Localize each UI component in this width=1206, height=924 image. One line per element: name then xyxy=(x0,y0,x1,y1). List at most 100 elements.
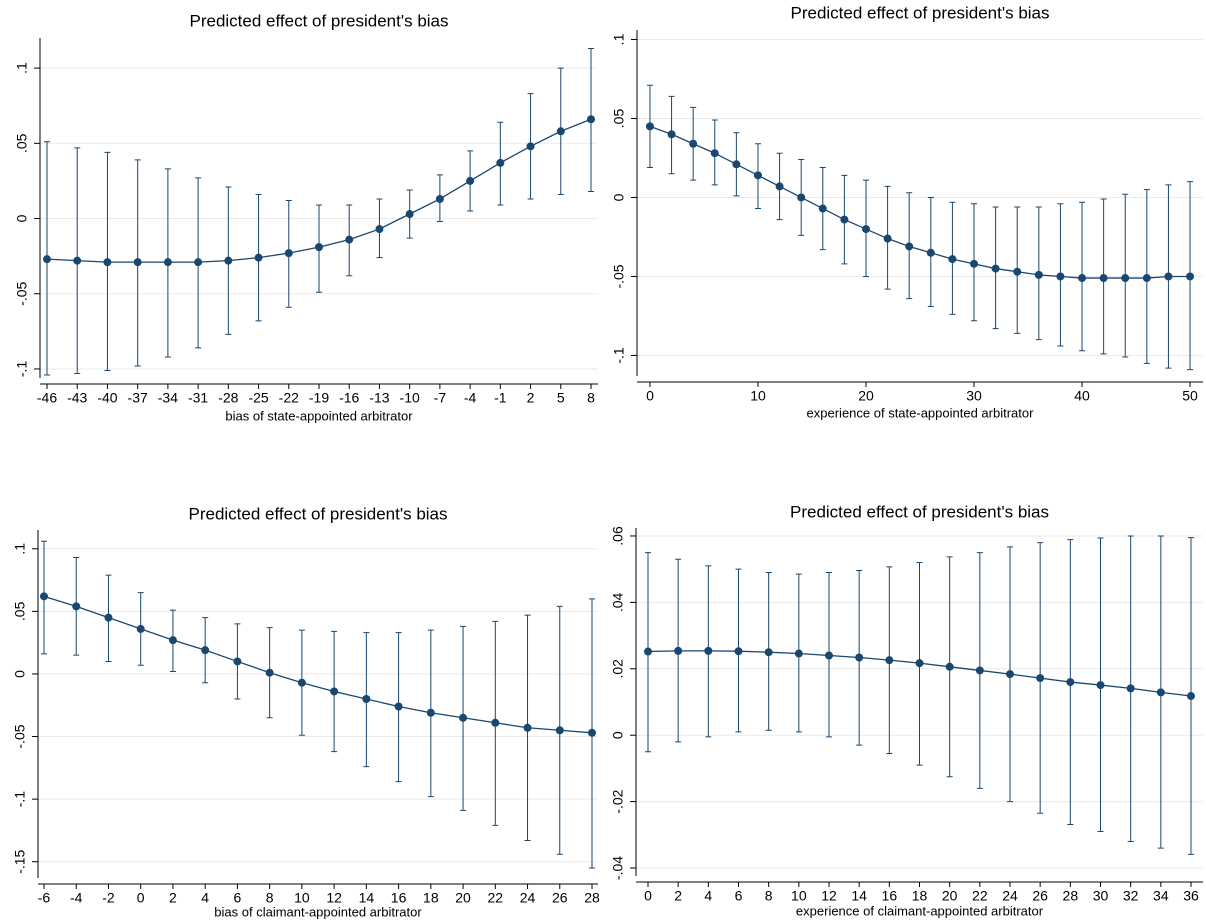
point xyxy=(194,258,203,267)
chart-title: Predicted effect of president's bias xyxy=(189,11,448,30)
y-tick-label: .05 xyxy=(12,601,28,621)
y-tick-label: -.05 xyxy=(611,264,627,288)
x-axis-title: bias of claimant-appointed arbitrator xyxy=(214,904,422,919)
point xyxy=(885,656,894,665)
x-tick-label: -2 xyxy=(102,890,115,906)
point xyxy=(375,225,384,234)
y-tick-label: .04 xyxy=(610,592,626,612)
point xyxy=(915,659,924,668)
point xyxy=(491,718,500,727)
y-tick-label: 0 xyxy=(610,731,626,739)
x-tick-label: 10 xyxy=(791,888,807,904)
point xyxy=(734,647,743,656)
x-tick-label: 18 xyxy=(423,890,439,906)
x-tick-label: -1 xyxy=(494,390,507,406)
point xyxy=(43,255,51,264)
point xyxy=(1036,674,1045,683)
point xyxy=(426,708,435,717)
point xyxy=(556,127,565,136)
x-tick-label: 32 xyxy=(1123,888,1139,904)
x-tick-label: 28 xyxy=(584,890,600,906)
point xyxy=(1078,274,1087,283)
point xyxy=(926,248,935,257)
point xyxy=(1034,270,1043,279)
point xyxy=(710,149,719,158)
point xyxy=(1186,272,1195,281)
y-tick-label: -.05 xyxy=(12,724,28,748)
point xyxy=(163,258,172,267)
point xyxy=(861,225,870,234)
point xyxy=(840,215,849,224)
y-tick-label: .05 xyxy=(611,109,627,129)
x-tick-label: 6 xyxy=(234,890,242,906)
point xyxy=(825,651,833,660)
point xyxy=(555,726,564,735)
point xyxy=(254,253,263,262)
x-tick-label: 2 xyxy=(527,390,535,406)
x-tick-label: -43 xyxy=(67,390,87,406)
point xyxy=(72,602,81,611)
point xyxy=(330,687,339,696)
x-tick-label: -7 xyxy=(434,390,447,406)
x-tick-label: 6 xyxy=(735,888,743,904)
line xyxy=(43,595,593,734)
x-tick-label: -13 xyxy=(369,390,389,406)
point xyxy=(168,636,177,645)
point xyxy=(945,662,954,671)
y-tick-label: .02 xyxy=(610,659,626,679)
point xyxy=(645,122,654,131)
point xyxy=(1126,684,1135,693)
point xyxy=(1142,274,1151,283)
point xyxy=(732,160,741,169)
y-tick-label: .1 xyxy=(12,543,28,555)
point xyxy=(689,139,698,148)
x-tick-label: 2 xyxy=(169,890,177,906)
x-tick-label: -4 xyxy=(464,390,477,406)
x-tick-label: 2 xyxy=(674,888,682,904)
point xyxy=(73,256,82,265)
x-tick-label: 10 xyxy=(294,890,310,906)
x-tick-label: 26 xyxy=(552,890,568,906)
point xyxy=(855,653,864,662)
x-tick-label: 12 xyxy=(821,888,837,904)
x-tick-label: 28 xyxy=(1063,888,1079,904)
chart-title: Predicted effect of president's bias xyxy=(790,502,1049,521)
x-tick-label: 30 xyxy=(966,388,982,404)
point xyxy=(883,234,892,243)
x-tick-label: -16 xyxy=(339,390,359,406)
point xyxy=(345,235,354,244)
point xyxy=(133,258,142,267)
point xyxy=(284,249,293,258)
point xyxy=(466,176,475,185)
point xyxy=(905,242,914,251)
y-tick-label: 0 xyxy=(14,214,30,222)
point xyxy=(435,194,444,203)
x-tick-label: -22 xyxy=(279,390,299,406)
x-tick-label: -46 xyxy=(37,390,57,406)
point xyxy=(1099,274,1108,283)
point xyxy=(764,648,773,657)
point xyxy=(1156,688,1165,697)
point xyxy=(526,142,535,151)
point xyxy=(794,649,803,658)
x-tick-label: -6 xyxy=(38,890,51,906)
y-tick-label: -.1 xyxy=(12,791,28,808)
point xyxy=(975,666,984,675)
x-tick-label: 20 xyxy=(942,888,958,904)
point xyxy=(496,158,505,167)
y-tick-label: 0 xyxy=(12,670,28,678)
x-tick-label: -4 xyxy=(70,890,83,906)
y-tick-label: -.15 xyxy=(12,849,28,873)
x-tick-label: -28 xyxy=(218,390,238,406)
x-tick-label: 14 xyxy=(851,888,867,904)
point xyxy=(104,613,113,622)
x-tick-label: 40 xyxy=(1074,388,1090,404)
y-tick-label: -.1 xyxy=(611,347,627,364)
x-tick-label: 30 xyxy=(1093,888,1109,904)
x-tick-label: 0 xyxy=(137,890,145,906)
point xyxy=(587,115,595,124)
point xyxy=(1066,678,1075,687)
x-tick-label: 36 xyxy=(1183,888,1199,904)
x-tick-label: 16 xyxy=(391,890,407,906)
